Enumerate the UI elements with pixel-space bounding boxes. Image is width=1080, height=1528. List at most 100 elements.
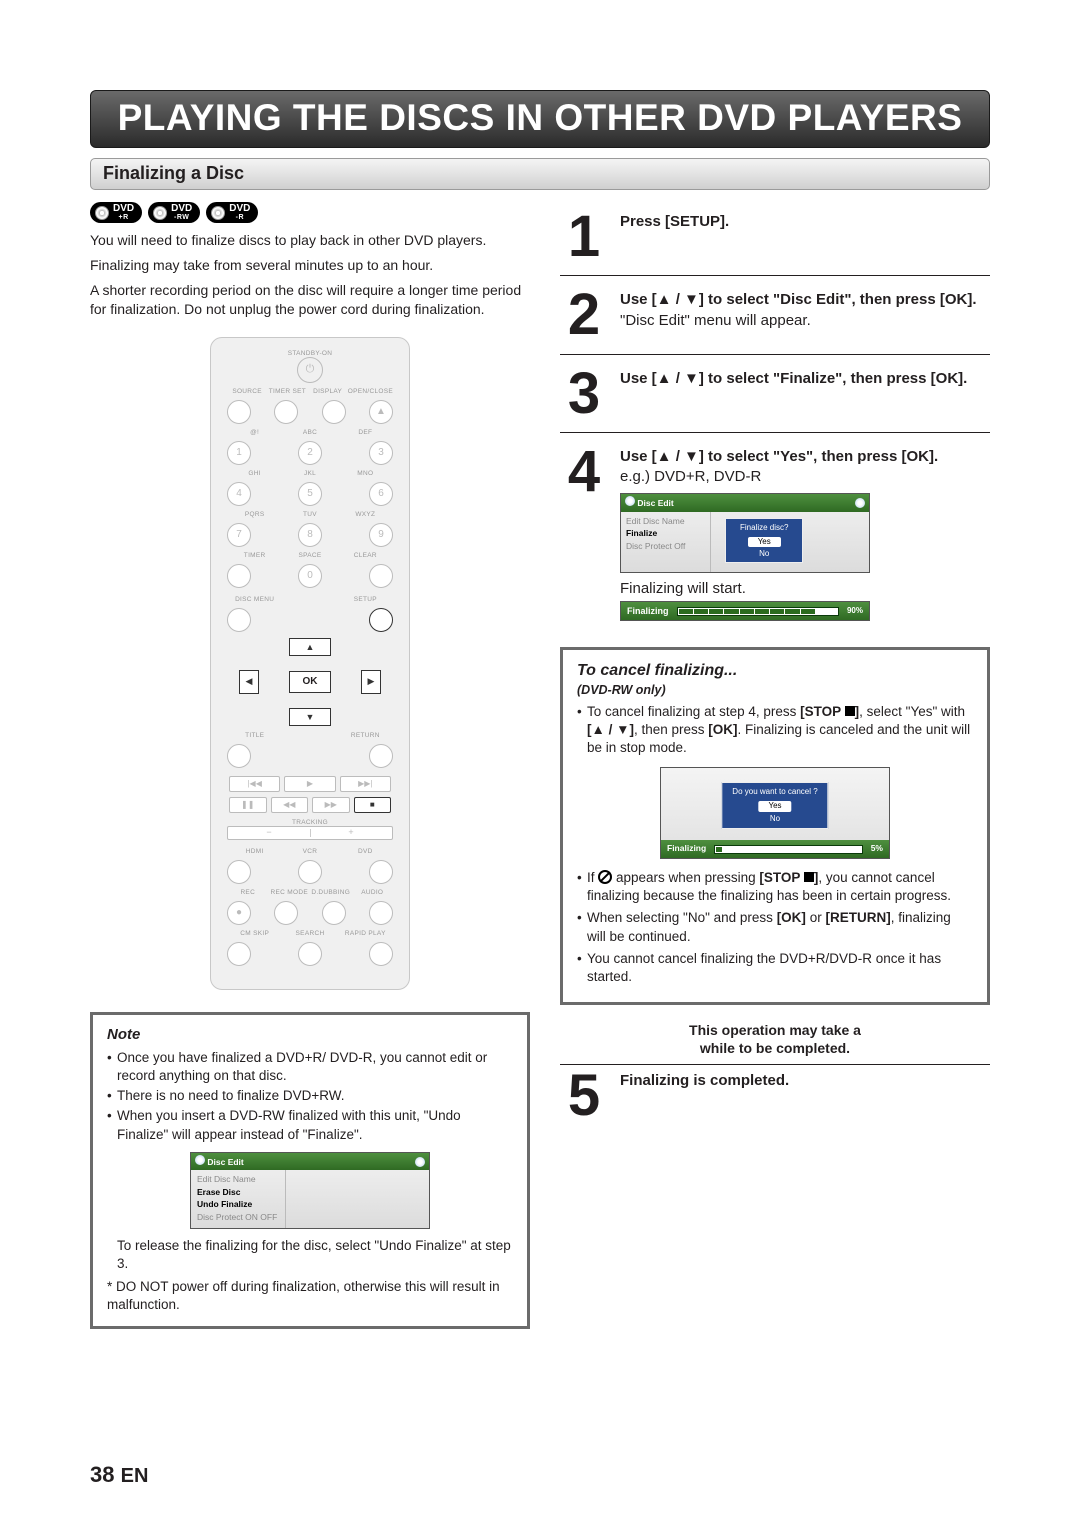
step-subtext: e.g.) DVD+R, DVD-R <box>620 467 990 487</box>
remote-illustration: STANDBY-ON ⏻ SOURCE TIMER SET DISPLAY OP… <box>90 337 530 990</box>
remote-lbl: PQRS <box>227 511 282 518</box>
dpad-left: ◀ <box>239 670 259 694</box>
remote-btn <box>369 942 393 966</box>
remote-lbl: REC <box>227 889 269 896</box>
remote-lbl: DISPLAY <box>308 388 348 395</box>
cancel-subtitle: (DVD-RW only) <box>577 682 973 699</box>
menu-item-selected: Undo Finalize <box>197 1199 279 1210</box>
remote-btn <box>274 400 298 424</box>
popup-no: No <box>740 549 788 560</box>
remote-standby-label: STANDBY-ON <box>227 350 393 357</box>
remote-lbl: WXYZ <box>338 511 393 518</box>
step-number: 4 <box>560 447 608 621</box>
note-item: Once you have finalized a DVD+R/ DVD-R, … <box>107 1049 513 1085</box>
remote-lbl: SETUP <box>338 596 393 603</box>
remote-lbl: CLEAR <box>338 552 393 559</box>
remote-btn <box>274 901 298 925</box>
note-title: Note <box>107 1025 513 1045</box>
remote-lbl: AUDIO <box>352 889 394 896</box>
menu-item: Disc Protect ON OFF <box>197 1212 279 1223</box>
content-columns: DVD+R DVD-RW DVD-R You will need to fina… <box>90 202 990 1329</box>
step-text: Press [SETUP]. <box>620 213 729 230</box>
remote-btn <box>369 860 393 884</box>
intro-p1: You will need to finalize discs to play … <box>90 231 530 250</box>
remote-lbl: HDMI <box>227 848 282 855</box>
remote-lbl: RETURN <box>338 732 393 739</box>
remote-btn: ▲ <box>369 400 393 424</box>
remote-lbl: TITLE <box>227 732 282 739</box>
note-item: There is no need to finalize DVD+RW. <box>107 1087 513 1105</box>
note-after2: DO NOT power off during finalization, ot… <box>107 1279 500 1312</box>
remote-lbl: DISC MENU <box>227 596 282 603</box>
remote-btn: 3 <box>369 441 393 465</box>
note-item: When you insert a DVD-RW finalized with … <box>107 1107 513 1143</box>
remote-lbl: OPEN/CLOSE <box>348 388 393 395</box>
remote-lbl: MNO <box>338 470 393 477</box>
progress-label: Finalizing <box>627 605 669 617</box>
remote-lbl: D.DUBBING <box>310 889 352 896</box>
finalize-menu: Disc Edit Edit Disc Name Finalize Disc P… <box>620 493 870 572</box>
remote-btn <box>369 901 393 925</box>
step-number: 1 <box>560 212 608 261</box>
remote-btn <box>227 400 251 424</box>
prohibit-icon <box>598 870 612 884</box>
remote-btn: ▶ <box>284 776 335 792</box>
remote-btn <box>227 942 251 966</box>
remote-btn: ▶▶ <box>312 797 350 813</box>
dvd-badge: DVD+R <box>90 202 142 223</box>
left-column: DVD+R DVD-RW DVD-R You will need to fina… <box>90 202 530 1329</box>
cancel-menu: Do you want to cancel ? Yes No Finalizin… <box>660 767 890 858</box>
remote-btn: ▶▶| <box>340 776 391 792</box>
remote-lbl: JKL <box>282 470 337 477</box>
badge-label: DVD <box>171 203 192 214</box>
disc-icon <box>415 1157 425 1167</box>
step-3: 3 Use [▲ / ▼] to select "Finalize", then… <box>560 359 990 433</box>
menu-item: Edit Disc Name <box>626 516 705 527</box>
remote-lbl: ABC <box>282 429 337 436</box>
step-text: Use [▲ / ▼] to select "Yes", then press … <box>620 447 990 467</box>
tracking-bar: − + <box>227 826 393 840</box>
dvd-badge: DVD-R <box>206 202 258 223</box>
dpad: ▲ ▼ ◀ ▶ OK <box>227 638 393 726</box>
remote-lbl: REC MODE <box>269 889 311 896</box>
remote-btn <box>227 860 251 884</box>
popup-no: No <box>732 814 817 825</box>
remote-btn <box>322 400 346 424</box>
badge-sub: +R <box>113 214 134 221</box>
page-title-bar: PLAYING THE DISCS IN OTHER DVD PLAYERS <box>90 90 990 148</box>
remote-btn: 4 <box>227 482 251 506</box>
remote-btn <box>227 608 251 632</box>
disc-badge-row: DVD+R DVD-RW DVD-R <box>90 202 530 223</box>
progress-track <box>677 607 839 616</box>
intro-p2: Finalizing may take from several minutes… <box>90 256 530 275</box>
menu-item-selected: Finalize <box>626 528 705 539</box>
remote-lbl: TRACKING <box>227 819 393 826</box>
remote-btn: ● <box>227 901 251 925</box>
popup-yes: Yes <box>748 537 781 548</box>
remote-btn: ❚❚ <box>229 797 267 813</box>
intro-p3: A shorter recording period on the disc w… <box>90 281 530 319</box>
remote-btn: 2 <box>298 441 322 465</box>
remote-btn: 6 <box>369 482 393 506</box>
badge-sub: -R <box>229 214 250 221</box>
menu-item-selected: Erase Disc <box>197 1187 279 1198</box>
page-number: 38 <box>90 1462 114 1487</box>
remote-btn: 5 <box>298 482 322 506</box>
confirm-popup: Finalize disc? Yes No <box>725 518 803 563</box>
remote-lbl: DVD <box>338 848 393 855</box>
step-5: 5 Finalizing is completed. <box>560 1065 990 1134</box>
dvd-badge: DVD-RW <box>148 202 200 223</box>
page-footer: 38 EN <box>90 1462 148 1488</box>
disc-icon <box>153 206 167 220</box>
standby-icon: ⏻ <box>297 357 323 383</box>
stop-button-highlight: ■ <box>354 797 392 813</box>
remote-btn <box>227 564 251 588</box>
remote-btn: |◀◀ <box>229 776 280 792</box>
menu-item: Disc Protect Off <box>626 541 705 552</box>
right-column: 1 Press [SETUP]. 2 Use [▲ / ▼] to select… <box>560 202 990 1329</box>
setup-button-highlight <box>369 608 393 632</box>
disc-icon <box>855 498 865 508</box>
remote-btn: 1 <box>227 441 251 465</box>
remote-lbl: SEARCH <box>282 930 337 937</box>
step-text: Finalizing is completed. <box>620 1072 789 1089</box>
